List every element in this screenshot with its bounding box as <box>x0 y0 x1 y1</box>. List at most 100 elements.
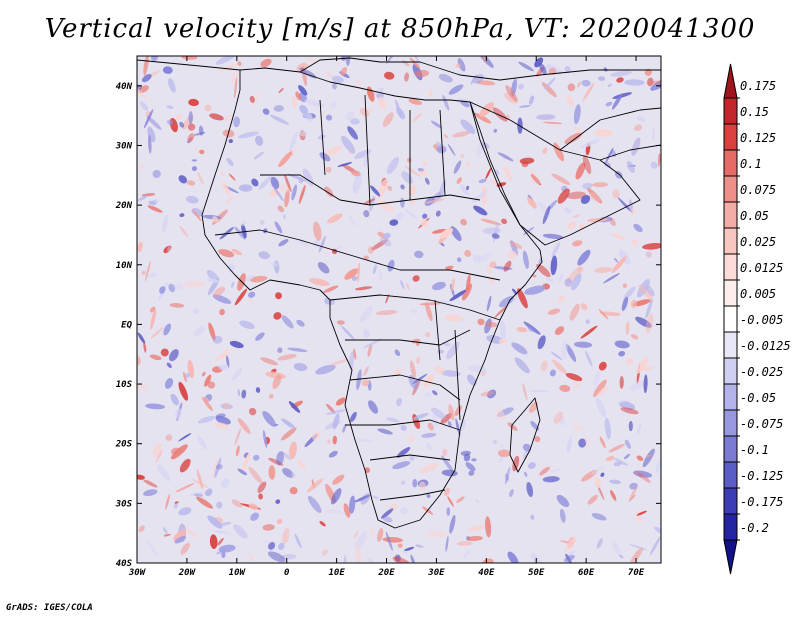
field-patch <box>507 251 518 259</box>
field-patch <box>618 350 626 357</box>
field-patch <box>544 77 556 90</box>
field-patch <box>460 153 465 159</box>
field-patch <box>267 551 286 563</box>
field-patch <box>496 409 506 421</box>
field-patch <box>397 543 403 549</box>
field-patch <box>139 163 146 169</box>
field-patch <box>288 401 301 413</box>
field-patch <box>412 112 422 123</box>
field-patch <box>204 374 212 387</box>
field-patch <box>313 221 322 241</box>
field-patch <box>430 120 443 129</box>
field-patch <box>413 412 429 420</box>
field-patch <box>404 208 419 220</box>
field-patch <box>400 197 405 208</box>
field-patch <box>369 107 374 112</box>
field-patch <box>244 275 257 282</box>
field-patch <box>197 436 207 450</box>
field-patch <box>582 82 595 101</box>
field-patch <box>224 114 234 122</box>
field-patch <box>379 269 382 283</box>
field-patch <box>447 144 456 156</box>
field-patch <box>148 134 152 154</box>
field-patch <box>306 478 324 493</box>
field-patch <box>485 167 492 180</box>
x-tick-label: 70E <box>628 568 645 578</box>
field-patch <box>231 368 243 381</box>
field-patch <box>277 205 285 213</box>
field-patch <box>205 488 213 497</box>
field-patch <box>612 189 620 199</box>
field-patch <box>551 241 561 258</box>
field-patch <box>280 554 297 560</box>
field-patch <box>517 288 528 309</box>
field-patch <box>412 479 418 488</box>
colorbar-label: -0.0125 <box>740 339 791 353</box>
field-patch <box>193 326 205 337</box>
field-patch <box>593 370 601 386</box>
field-patch <box>234 77 238 99</box>
field-patch <box>468 470 475 476</box>
field-patch <box>539 466 550 476</box>
field-patch <box>466 274 471 292</box>
field-patch <box>276 519 283 524</box>
coastlines <box>137 57 661 529</box>
field-patch <box>440 412 453 424</box>
field-patch <box>480 391 495 397</box>
field-patch <box>325 409 347 415</box>
y-tick-label: 20N <box>115 201 133 211</box>
field-patch <box>573 104 581 125</box>
field-patch <box>141 193 156 197</box>
field-patch <box>598 76 606 81</box>
field-patch <box>212 216 219 223</box>
field-patch <box>465 462 476 472</box>
field-patch <box>596 397 607 418</box>
field-patch <box>423 199 445 204</box>
field-patch <box>349 495 356 514</box>
field-patch <box>207 381 216 389</box>
field-patch <box>255 387 261 393</box>
field-patch <box>598 361 607 371</box>
field-patch <box>497 152 514 162</box>
field-patch <box>268 542 276 550</box>
field-patch <box>630 299 637 309</box>
field-patch <box>566 94 574 107</box>
field-patch <box>248 407 257 416</box>
field-patch <box>143 56 149 76</box>
field-patch <box>321 549 329 556</box>
field-patch <box>226 195 234 204</box>
field-patch <box>268 465 276 480</box>
field-patch <box>213 530 231 535</box>
field-patch <box>511 288 518 295</box>
field-patch <box>269 114 289 125</box>
field-patch <box>509 489 514 498</box>
field-patch <box>565 344 577 362</box>
field-patch <box>442 94 450 111</box>
field-patch <box>420 219 428 227</box>
field-patch <box>545 277 554 283</box>
field-patch <box>238 184 253 192</box>
field-patch <box>296 319 305 327</box>
field-patch <box>396 107 406 119</box>
field-patch <box>616 398 635 404</box>
field-patch <box>241 223 247 239</box>
field-patch <box>204 104 212 112</box>
field-patch <box>162 214 168 233</box>
field-patch <box>456 496 465 503</box>
field-patch <box>331 100 337 109</box>
field-patch <box>274 221 283 234</box>
field-patch <box>409 455 415 461</box>
field-patch <box>629 487 638 500</box>
field-patch <box>585 436 589 449</box>
field-patch <box>489 261 497 268</box>
field-patch <box>572 240 583 247</box>
colorbar-label: -0.125 <box>740 469 783 483</box>
field-patch <box>386 417 400 423</box>
field-patch <box>329 358 349 366</box>
field-patch <box>531 274 537 278</box>
field-patch <box>392 556 411 563</box>
field-patch <box>141 270 146 275</box>
field-patch <box>150 327 164 339</box>
field-patch <box>553 411 564 424</box>
field-patch <box>528 95 535 105</box>
